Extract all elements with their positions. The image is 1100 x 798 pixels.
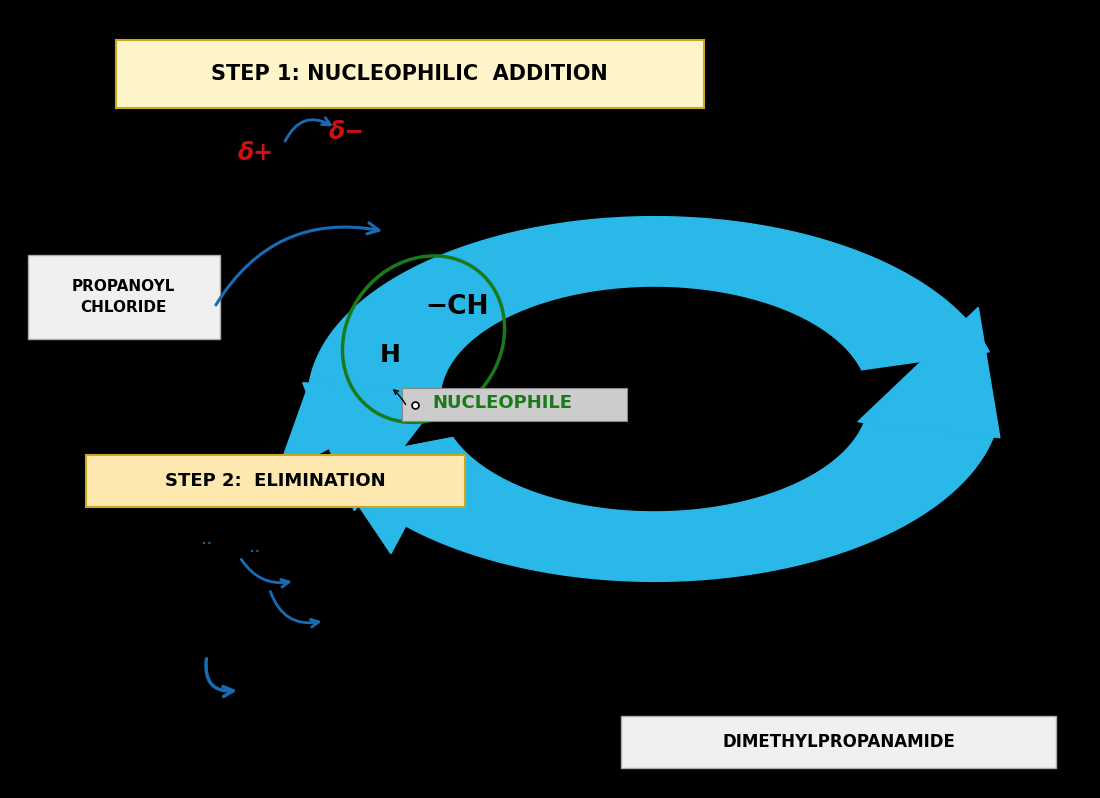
Polygon shape: [858, 307, 1000, 437]
Text: δ+: δ+: [238, 141, 273, 165]
Text: H: H: [381, 343, 400, 367]
Text: PROPANOYL
CHLORIDE: PROPANOYL CHLORIDE: [73, 279, 175, 315]
FancyBboxPatch shape: [116, 40, 704, 108]
Text: NUCLEOPHILE: NUCLEOPHILE: [432, 394, 572, 412]
Polygon shape: [329, 437, 453, 554]
FancyBboxPatch shape: [402, 388, 627, 421]
Text: DIMETHYLPROPANAMIDE: DIMETHYLPROPANAMIDE: [723, 733, 955, 751]
Text: ··: ··: [249, 543, 262, 562]
FancyBboxPatch shape: [621, 716, 1056, 768]
FancyBboxPatch shape: [86, 455, 465, 507]
FancyBboxPatch shape: [28, 255, 220, 339]
Text: ··: ··: [200, 535, 213, 554]
Text: −CH: −CH: [425, 294, 488, 320]
Polygon shape: [302, 383, 448, 511]
Text: STEP 2:  ELIMINATION: STEP 2: ELIMINATION: [165, 472, 386, 490]
Polygon shape: [329, 422, 993, 582]
Polygon shape: [309, 216, 989, 389]
Text: STEP 1: NUCLEOPHILIC  ADDITION: STEP 1: NUCLEOPHILIC ADDITION: [211, 64, 608, 84]
Text: δ−: δ−: [329, 120, 364, 144]
Polygon shape: [276, 383, 441, 476]
